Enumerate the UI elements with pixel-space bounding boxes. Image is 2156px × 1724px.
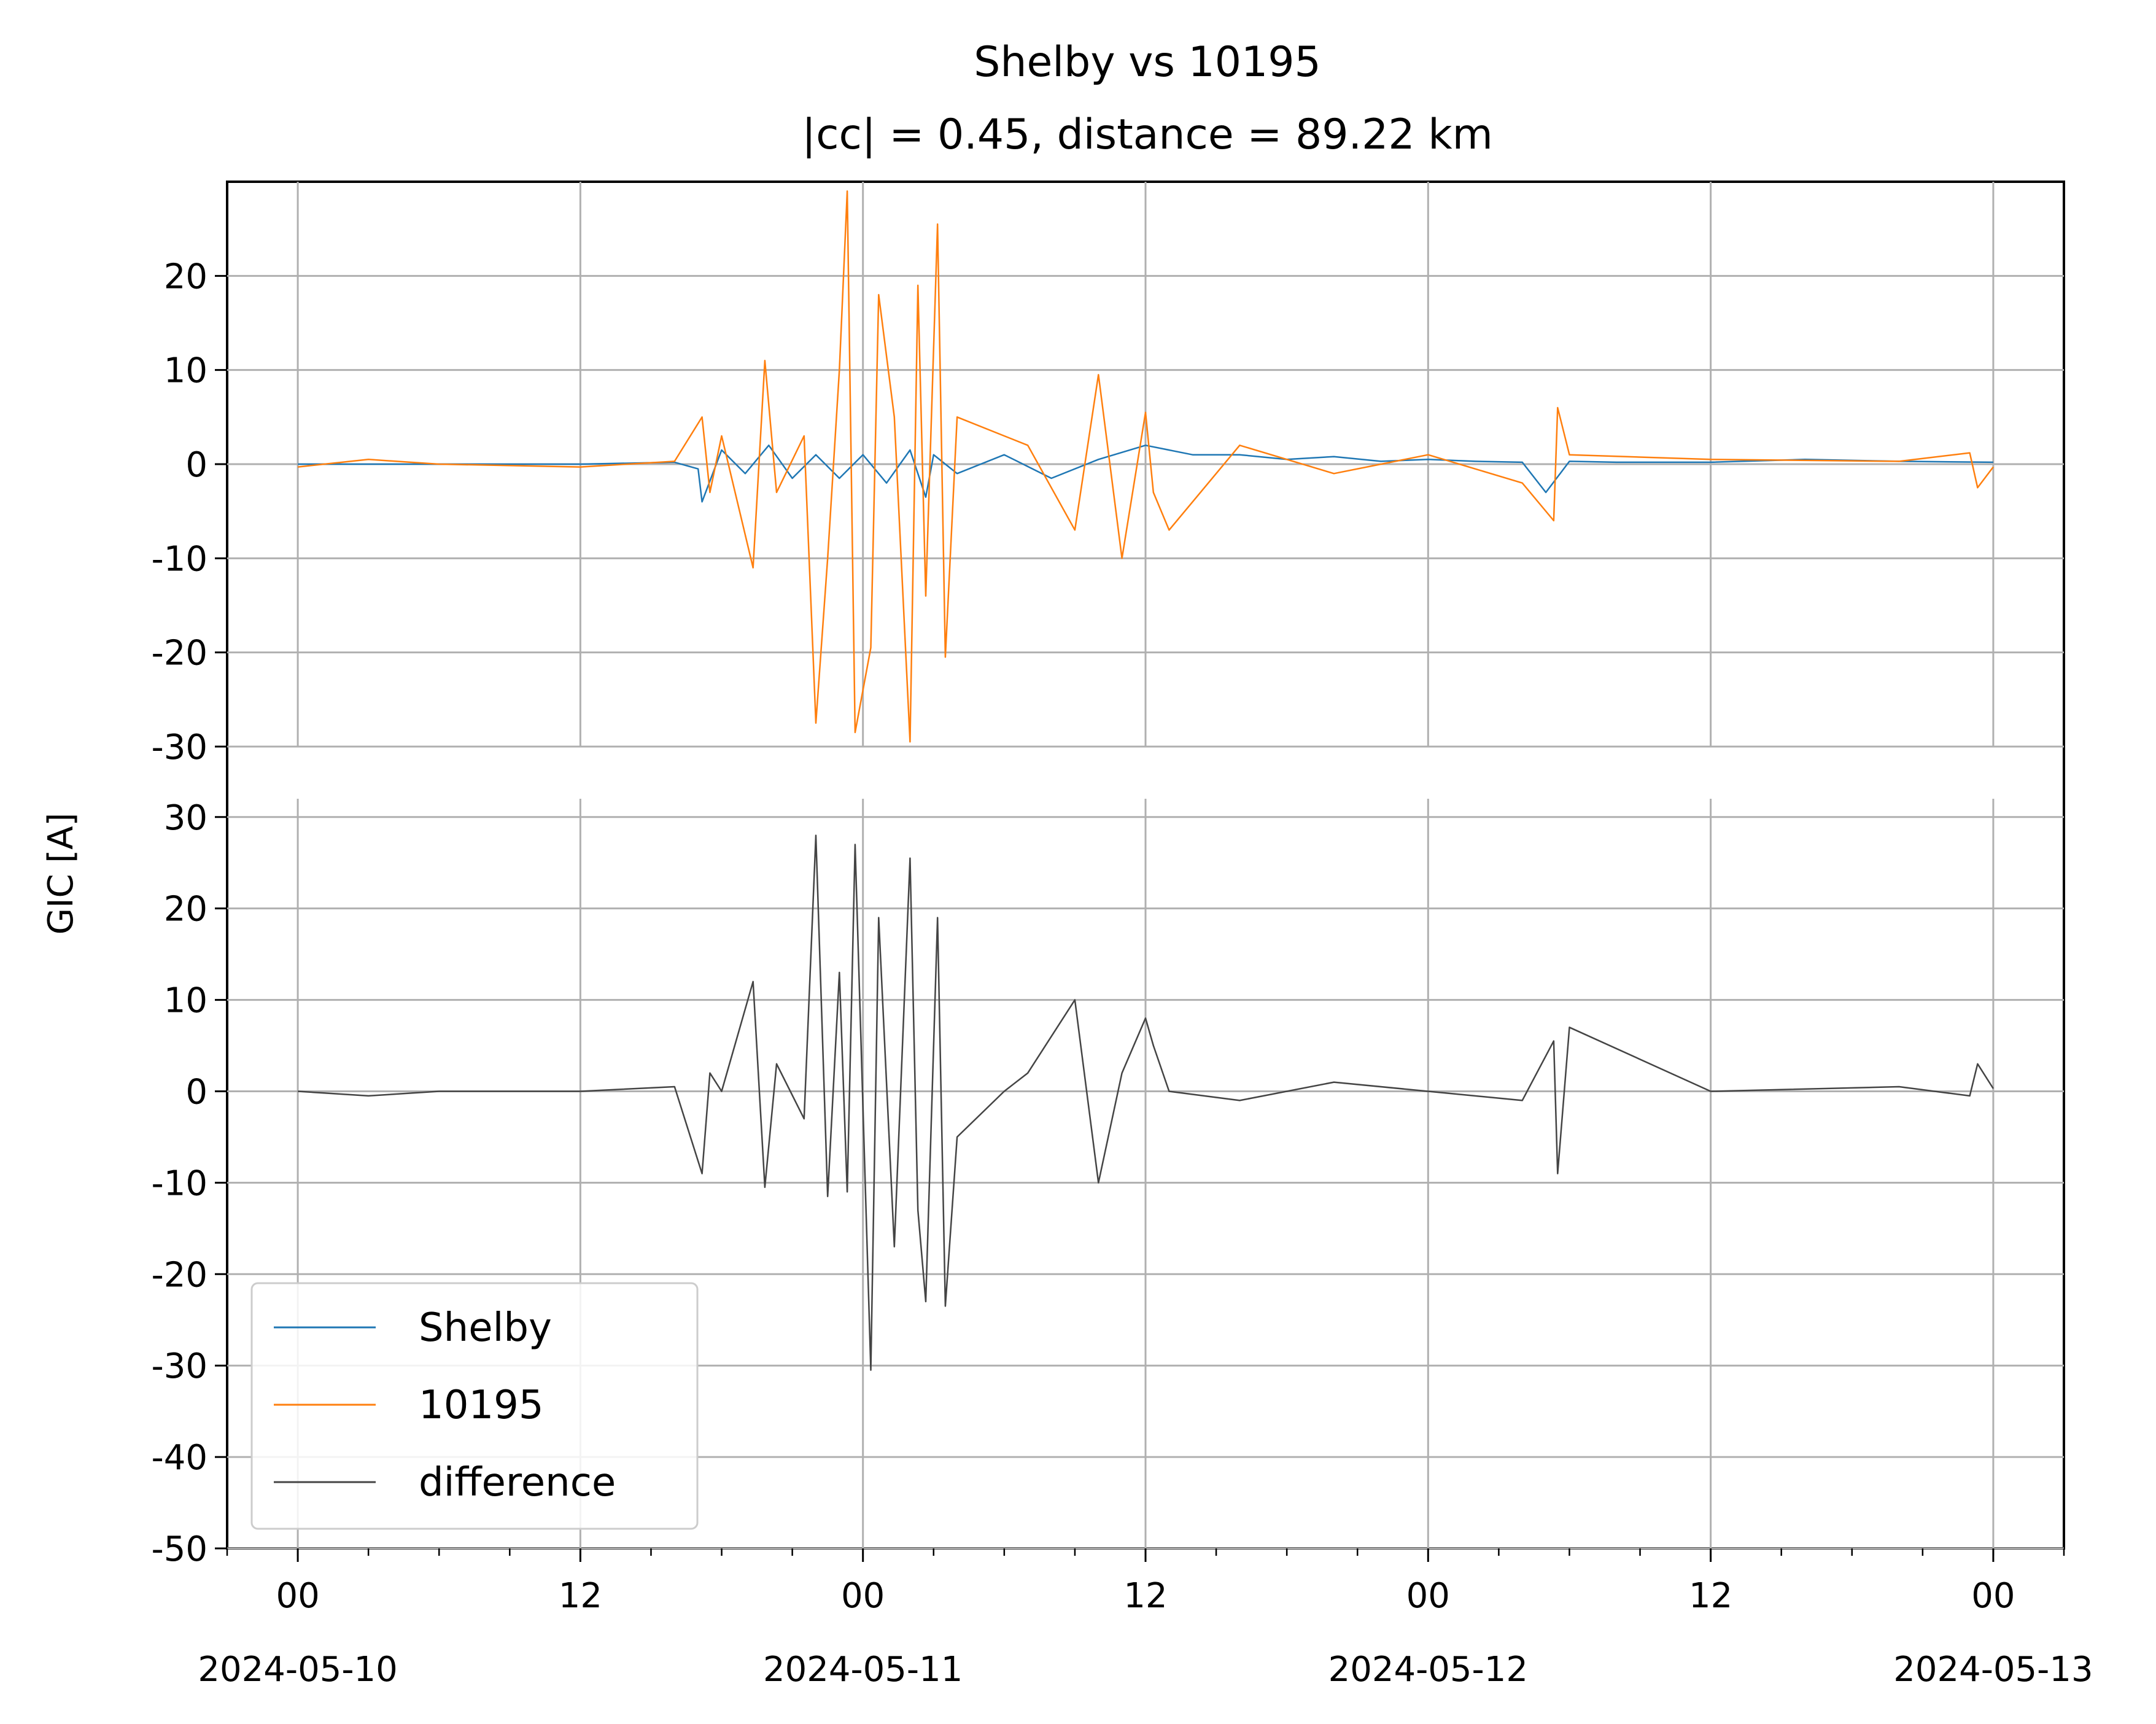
bottom-panel: -50 -40 -30 -20 -10 0 10 20 30 00 2024-05-10 12 00 2… — [152, 798, 2093, 1690]
bottom-y-tick-label: -40 — [152, 1438, 207, 1478]
top-y-tick-label: 0 — [185, 445, 207, 485]
top-y-tick-label: -20 — [152, 634, 207, 674]
x-tick-label-hour: 12 — [559, 1576, 602, 1616]
top-y-tick-label: -30 — [152, 728, 207, 767]
bottom-y-tick-label: 10 — [164, 981, 207, 1021]
x-tick-label-date: 2024-05-12 — [1328, 1650, 1528, 1690]
x-tick-label-date: 2024-05-10 — [198, 1650, 397, 1690]
bottom-y-tick-label: 0 — [185, 1072, 207, 1112]
x-axis-ticks: 00 2024-05-10 12 00 2024-05-11 12 00 2024-05-12… — [198, 1548, 2093, 1690]
bottom-panel-lines — [298, 834, 1994, 1371]
bottom-panel-y-ticks: -50 -40 -30 -20 -10 0 10 20 30 — [152, 798, 227, 1569]
chart-title: Shelby vs 10195 — [974, 38, 1321, 87]
x-tick-label-hour: 12 — [1123, 1576, 1167, 1616]
bottom-y-tick-label: -30 — [152, 1346, 207, 1386]
top-y-tick-label: 20 — [164, 257, 207, 297]
legend: Shelby 10195 difference — [250, 1282, 699, 1530]
series-line-10195 — [297, 190, 1994, 743]
legend-label: Shelby — [419, 1305, 552, 1351]
top-panel-lines — [297, 190, 1994, 743]
chart-subtitle: |cc| = 0.45, distance = 89.22 km — [802, 111, 1493, 159]
top-panel-grid — [226, 181, 2065, 1550]
legend-label: difference — [419, 1460, 616, 1505]
y-axis-label: GIC [A] — [41, 813, 81, 935]
bottom-y-tick-label: 20 — [164, 890, 207, 930]
top-y-tick-label: 10 — [164, 351, 207, 391]
x-tick-label-hour: 00 — [841, 1576, 885, 1616]
series-line-shelby — [298, 445, 1993, 503]
x-tick-label-hour: 12 — [1689, 1576, 1732, 1616]
series-line-difference — [298, 834, 1994, 1371]
legend-label: 10195 — [419, 1383, 544, 1428]
legend-box — [250, 1282, 699, 1530]
top-y-tick-label: -10 — [152, 539, 207, 579]
top-panel-y-ticks: -30 -20 -10 0 10 20 — [152, 257, 227, 767]
bottom-y-tick-label: -20 — [152, 1255, 207, 1295]
x-tick-label-date: 2024-05-11 — [763, 1650, 963, 1690]
bottom-y-tick-label: -50 — [152, 1529, 207, 1569]
x-tick-label-hour: 00 — [276, 1576, 319, 1616]
bottom-y-tick-label: 30 — [164, 798, 207, 838]
x-tick-label-hour: 00 — [1406, 1576, 1450, 1616]
bottom-y-tick-label: -10 — [152, 1163, 207, 1203]
x-tick-label-hour: 00 — [1971, 1576, 2015, 1616]
x-tick-label-date: 2024-05-13 — [1893, 1650, 2093, 1690]
top-panel: -30 -20 -10 0 10 20 — [152, 181, 2065, 1550]
